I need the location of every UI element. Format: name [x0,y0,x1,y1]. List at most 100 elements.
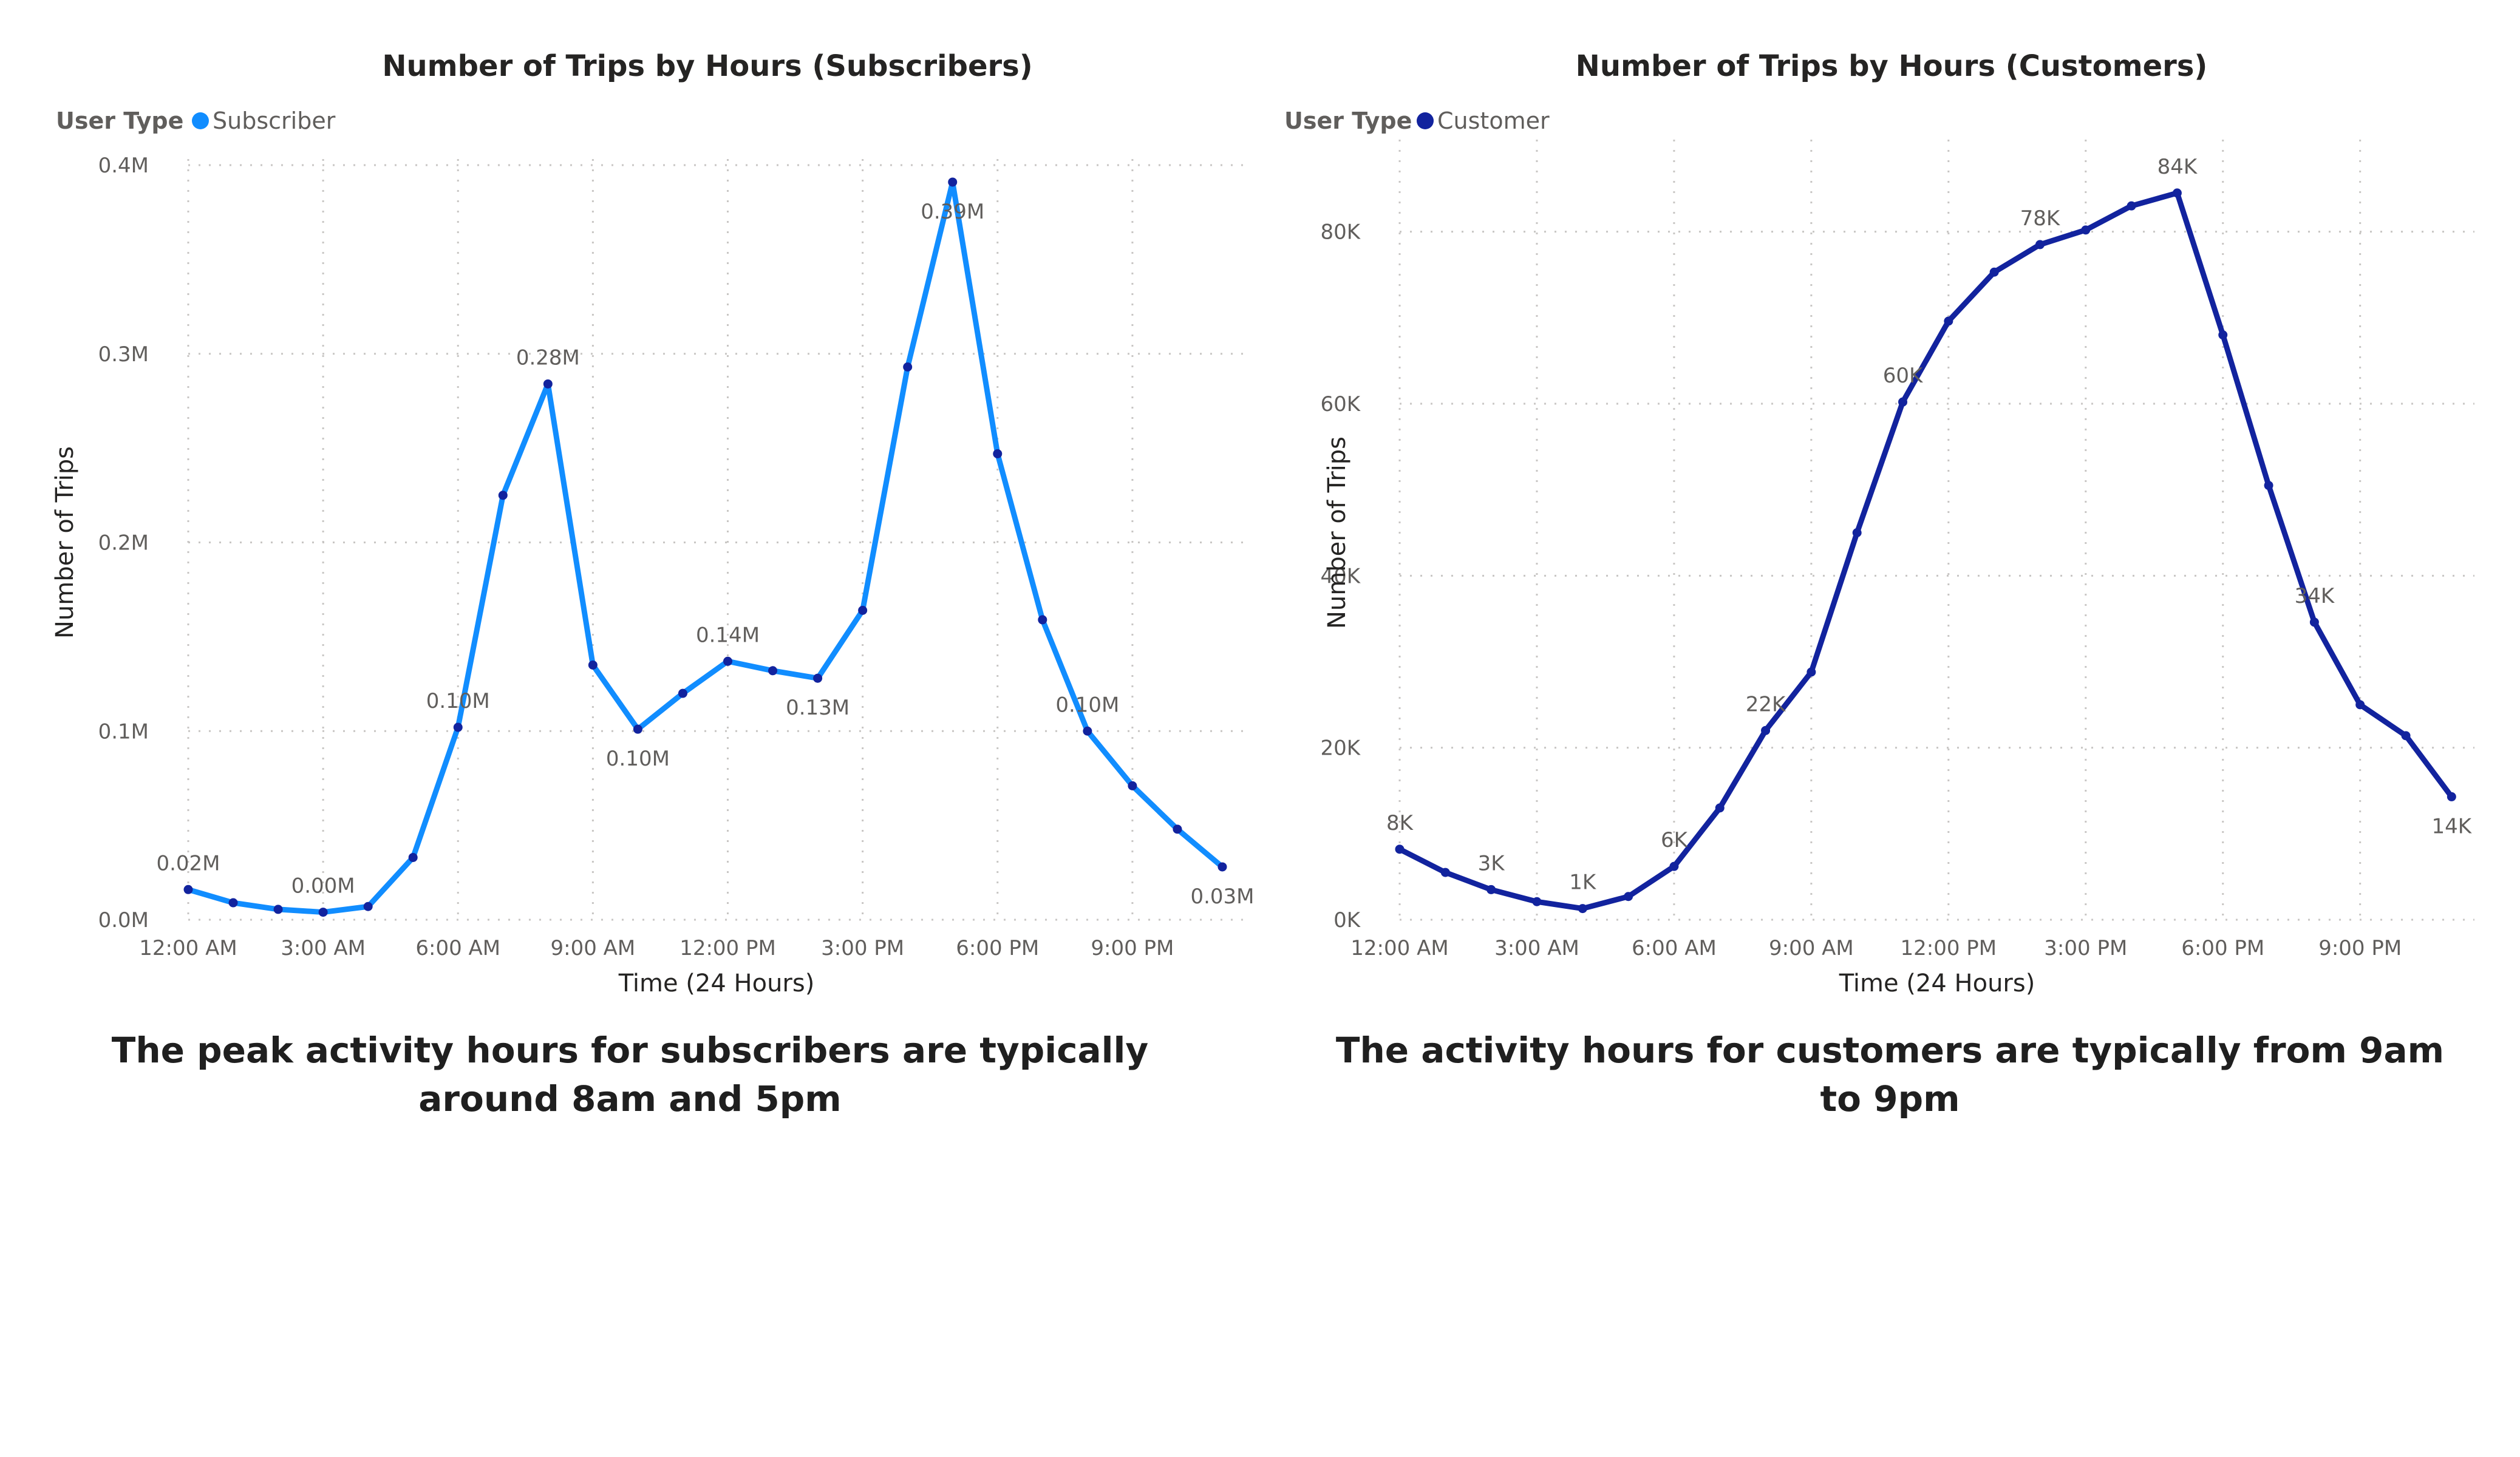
data-label: 0.02M [156,851,220,875]
data-point [498,491,508,500]
subscribers-caption: The peak activity hours for subscribers … [111,1030,1149,1119]
data-point [2264,481,2273,491]
data-point [363,902,373,911]
data-point [1486,885,1496,894]
data-label: 22K [1746,692,1786,716]
data-label: 0.00M [291,874,355,898]
data-point [1761,725,1771,735]
x-tick-label: 6:00 PM [2181,936,2264,960]
data-label: 0.13M [786,696,850,720]
data-point [723,656,733,666]
data-label: 14K [2432,814,2473,838]
y-tick-label: 60K [1320,392,1361,416]
data-label: 0.14M [696,623,760,647]
data-point [903,362,913,372]
x-tick-label: 12:00 PM [679,936,776,960]
y-tick-label: 0K [1333,908,1361,932]
data-point [273,905,283,914]
data-point [2447,792,2456,801]
data-label: 0.10M [606,747,670,771]
x-tick-label: 12:00 AM [139,936,237,960]
legend-marker [192,112,209,129]
data-point [543,379,553,389]
data-point [2035,240,2045,250]
data-label: 78K [2020,206,2061,231]
data-point [858,605,868,615]
data-point [228,898,238,908]
x-tick-label: 6:00 AM [415,936,500,960]
data-point [1440,868,1450,877]
data-point [1083,726,1092,736]
data-point [588,660,598,670]
data-point [1532,897,1542,906]
data-point [408,852,418,862]
y-tick-label: 80K [1320,220,1361,245]
x-tick-label: 9:00 AM [551,936,636,960]
data-point [948,177,958,187]
x-tick-label: 3:00 AM [1494,936,1579,960]
y-tick-label: 20K [1320,736,1361,761]
data-point [813,673,823,683]
y-axis-title: Number of Trips [1323,436,1351,629]
data-label: 0.39M [921,200,984,224]
data-point [1038,615,1047,625]
data-point [1715,803,1725,813]
x-tick-label: 12:00 PM [1901,936,1997,960]
y-axis-title: Number of Trips [51,446,79,639]
data-label: 0.03M [1190,885,1254,909]
data-label: 6K [1661,828,1689,852]
data-point [633,724,642,734]
customers-panel: Number of Trips by Hours (Customers) User… [1260,0,2520,1457]
data-label: 34K [2295,584,2335,608]
data-label: 3K [1478,851,1506,875]
legend-label: Subscriber [213,107,336,134]
data-point [1624,892,1633,902]
y-tick-label: 0.4M [98,154,149,178]
data-point [2355,700,2365,710]
data-point [993,449,1003,458]
x-tick-label: 9:00 AM [1769,936,1854,960]
subscribers-panel: Number of Trips by Hours (Subscribers) Us… [51,49,1255,1119]
data-point [678,688,687,698]
legend-marker [1417,112,1434,129]
data-point [1944,316,1953,326]
data-point [1128,781,1137,790]
data-point [1852,528,1862,537]
series-line [185,179,1225,915]
chart-title: Number of Trips by Hours (Customers) [1576,49,2208,83]
x-tick-label: 3:00 PM [821,936,904,960]
data-point [2218,330,2228,340]
data-point [768,666,778,676]
data-label: 1K [1569,871,1597,895]
data-label: 84K [2157,155,2198,179]
data-point [1173,824,1182,834]
legend-label: Customer [1437,107,1550,134]
x-tick-label: 12:00 AM [1350,936,1448,960]
data-label: 60K [1883,364,1924,388]
y-tick-label: 0.2M [98,531,149,555]
data-label: 0.10M [426,689,490,713]
x-tick-label: 3:00 AM [281,936,366,960]
subscribers-line-chart: Number of Trips by Hours (Subscribers) Us… [51,49,1255,997]
x-axis-title: Time (24 Hours) [618,970,815,997]
data-point [2309,617,2319,627]
data-point [453,722,463,732]
data-point [1395,844,1405,854]
x-tick-label: 6:00 AM [1632,936,1717,960]
data-point [318,908,328,917]
data-point [1669,861,1679,871]
y-tick-label: 0.3M [98,342,149,367]
data-point [1217,862,1227,872]
data-label: 0.10M [1055,693,1119,717]
customers-caption: The activity hours for customers are typ… [1335,1030,2445,1119]
x-tick-label: 9:00 PM [1091,936,1174,960]
y-tick-label: 0.1M [98,719,149,744]
legend-title: User Type [56,107,183,134]
y-tick-label: 40K [1320,564,1361,588]
data-point [183,885,193,894]
data-point [1898,397,1908,407]
legend-title: User Type [1284,107,1412,134]
chart-title: Number of Trips by Hours (Subscribers) [382,49,1032,83]
x-tick-label: 6:00 PM [956,936,1039,960]
y-tick-label: 0.0M [98,908,149,932]
